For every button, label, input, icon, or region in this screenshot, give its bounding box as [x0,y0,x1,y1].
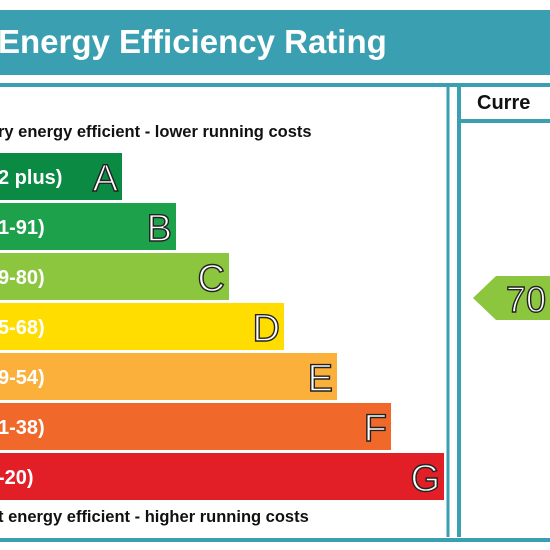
band-letter: D [253,308,280,350]
frame [0,83,550,542]
band [0,153,122,200]
band [0,403,391,450]
top-label: ry energy efficient - lower running cost… [0,123,312,141]
bands: 2 plus) A 1-91) B 9-80) C 5-68) D 9-54) E 1-38) F -2… [0,153,444,501]
band-letter: F [364,408,387,450]
band-range: 1-38) [0,417,45,439]
band-range: 9-54) [0,367,45,389]
band-letter: B [147,208,172,250]
band-range: 1-91) [0,217,45,239]
band-range: 2 plus) [0,167,62,189]
current-arrow [473,276,550,320]
band [0,203,176,250]
band-letter: C [198,258,225,300]
band-range: 5-68) [0,317,45,339]
band-letter: G [410,458,440,500]
band-letter: E [308,358,333,400]
band [0,453,444,500]
band-range: 9-80) [0,267,45,289]
band-letter: A [93,158,119,200]
band-range: -20) [0,467,34,489]
title-bar [0,10,550,75]
current-value: 70 [506,279,546,320]
title: Energy Efficiency Rating [0,23,387,60]
band [0,303,284,350]
current-header: Curre [477,92,530,114]
bottom-label: t energy efficient - higher running cost… [0,508,309,526]
band [0,353,337,400]
band [0,253,229,300]
